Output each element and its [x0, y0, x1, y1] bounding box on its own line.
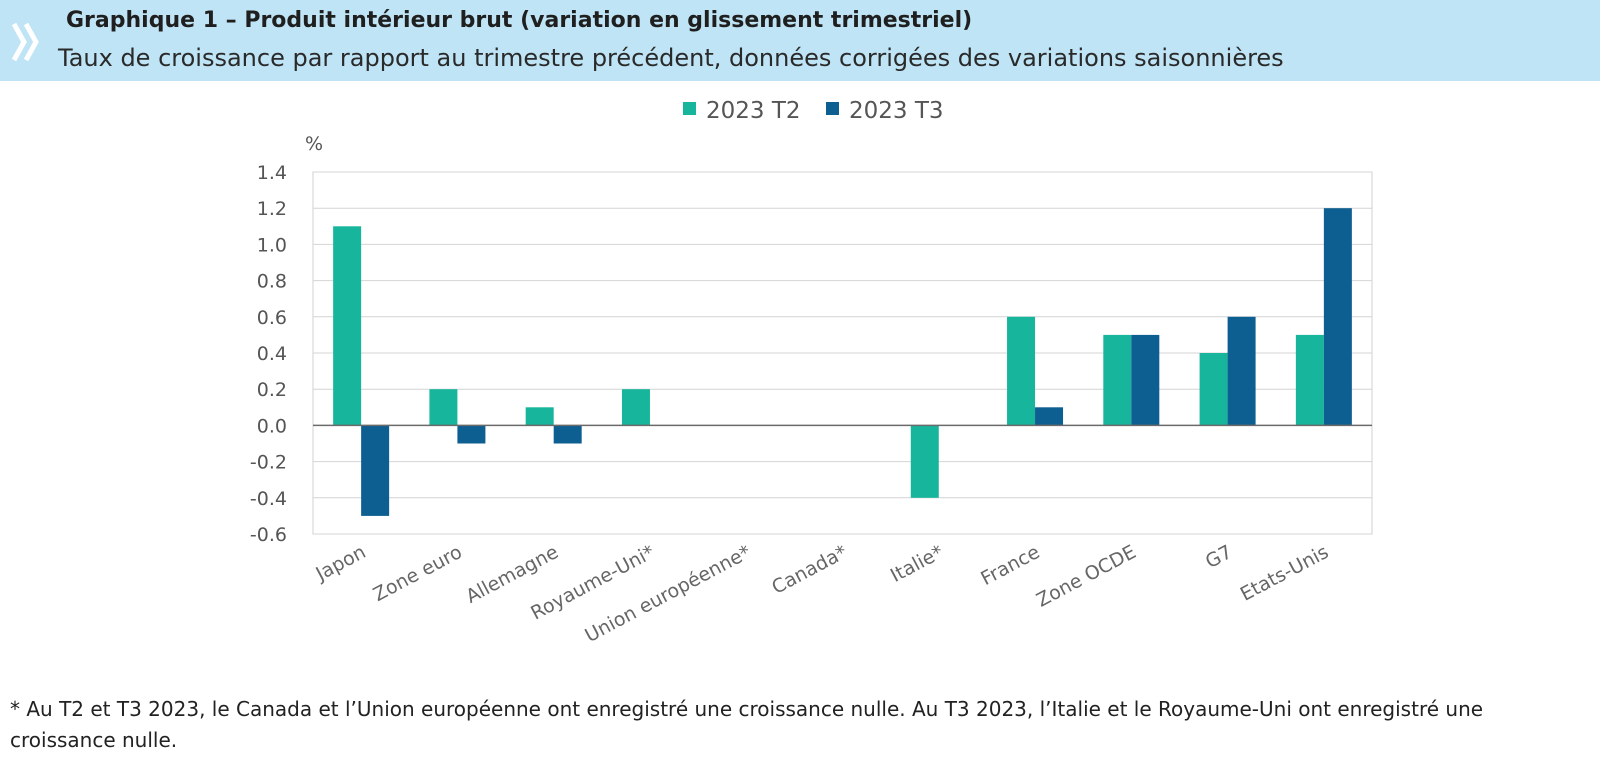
- y-tick-label: 1.4: [257, 162, 287, 184]
- header-banner: Graphique 1 – Produit intérieur brut (va…: [0, 0, 1600, 81]
- bar-t3: [1227, 316, 1256, 426]
- y-tick-label: 1.0: [257, 234, 287, 256]
- y-tick-label: 0.0: [257, 415, 287, 437]
- x-tick-label: Etats-Unis: [1237, 541, 1332, 606]
- chart-subtitle: Taux de croissance par rapport au trimes…: [58, 44, 1284, 72]
- bar-t2: [621, 389, 650, 426]
- y-tick-label: 0.6: [257, 307, 287, 329]
- y-unit-label: %: [305, 133, 323, 155]
- bar-t2: [333, 226, 362, 426]
- bar-t3: [1323, 208, 1352, 426]
- x-tick-label: Japon: [311, 541, 369, 586]
- legend-swatch: [683, 102, 696, 115]
- y-tick-label: -0.4: [250, 488, 287, 510]
- legend-label: 2023 T2: [706, 98, 801, 124]
- bar-t2: [1007, 316, 1036, 426]
- bar-t2: [1199, 353, 1228, 426]
- x-tick-label: G7: [1202, 541, 1236, 573]
- x-tick-label: Union européenne*: [581, 541, 754, 647]
- x-tick-label: Italie*: [887, 541, 947, 587]
- y-tick-label: 0.2: [257, 379, 287, 401]
- bar-t3: [1035, 407, 1064, 426]
- y-tick-label: -0.6: [250, 524, 287, 546]
- y-tick-label: 1.2: [257, 198, 287, 220]
- y-tick-label: 0.4: [257, 343, 287, 365]
- bar-t2: [1103, 334, 1132, 426]
- bar-t2: [525, 407, 554, 426]
- double-chevron-icon: [11, 22, 39, 62]
- x-tick-label: France: [977, 541, 1043, 590]
- chart-title: Graphique 1 – Produit intérieur brut (va…: [66, 8, 973, 33]
- x-tick-label: Zone OCDE: [1033, 541, 1140, 612]
- legend-label: 2023 T3: [849, 98, 944, 124]
- y-tick-label: -0.2: [250, 452, 287, 474]
- legend-swatch: [826, 102, 839, 115]
- bar-t2: [1295, 334, 1324, 426]
- x-tick-label: Zone euro: [370, 541, 466, 606]
- bar-t2: [429, 389, 458, 426]
- y-tick-label: 0.8: [257, 271, 287, 293]
- bar-t3: [553, 425, 582, 444]
- x-tick-label: Canada*: [768, 541, 851, 599]
- bar-chart: 1.4 1.2 1.0 0.8 0.6 0.4 0.2 0.0 -0.2 -0.4 -0.6% Jap…: [250, 98, 1373, 647]
- bar-t3: [1131, 334, 1160, 426]
- bar-t3: [457, 425, 486, 444]
- bar-t2: [910, 425, 939, 498]
- footnote: * Au T2 et T3 2023, le Canada et l’Union…: [10, 697, 1484, 752]
- bar-t3: [361, 425, 390, 516]
